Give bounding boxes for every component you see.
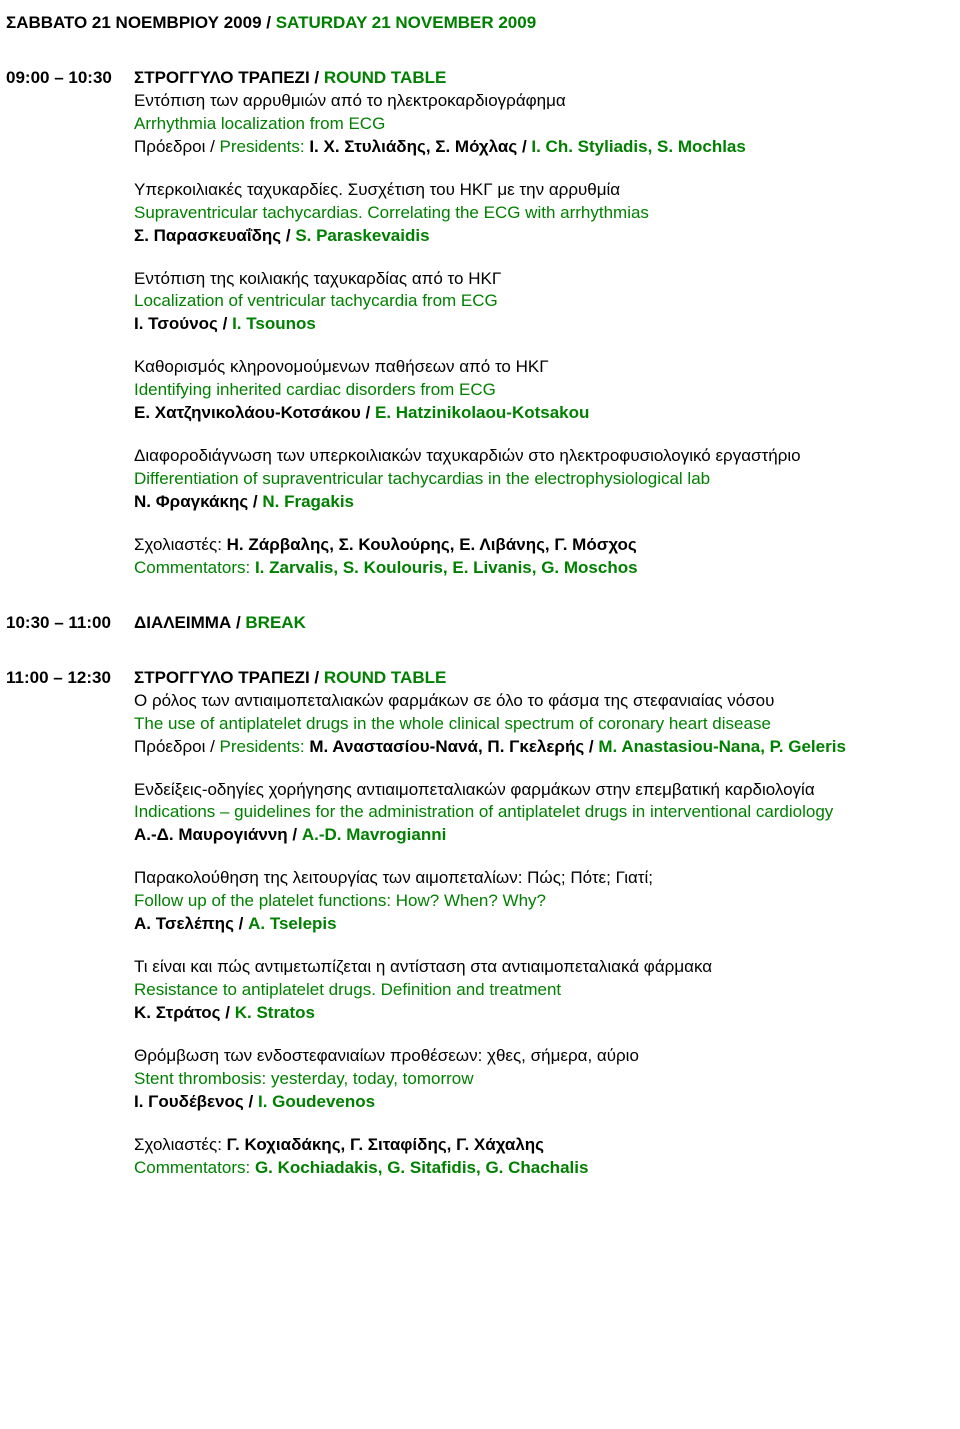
speaker: Α. Τσελέπης / A. Tselepis: [134, 913, 954, 936]
speaker: Κ. Στράτος / K. Stratos: [134, 1002, 954, 1025]
speaker: Ι. Γουδέβενος / I. Goudevenos: [134, 1091, 954, 1114]
talk-block: Υπερκοιλιακές ταχυκαρδίες. Συσχέτιση του…: [134, 179, 954, 248]
commentators: Σχολιαστές: Γ. Κοχιαδάκης, Γ. Σιταφίδης,…: [134, 1134, 954, 1180]
speaker: Ν. Φραγκάκης / N. Fragakis: [134, 491, 954, 514]
session-content: ΣΤΡΟΓΓΥΛΟ ΤΡΑΠΕΖΙ / ROUND TABLE Ο ρόλος …: [134, 667, 954, 1180]
session-time: 11:00 – 12:30: [6, 667, 134, 1180]
speaker: Ι. Τσούνος / I. Tsounos: [134, 313, 954, 336]
session-time: 09:00 – 10:30: [6, 67, 134, 580]
session-chairs: Πρόεδροι / Presidents: Ι. Χ. Στυλιάδης, …: [134, 136, 954, 159]
talk-block: Παρακολούθηση της λειτουργίας των αιμοπε…: [134, 867, 954, 936]
talk-block: Ενδείξεις-οδηγίες χορήγησης αντιαιμοπετα…: [134, 779, 954, 848]
session-chairs: Πρόεδροι / Presidents: Μ. Αναστασίου-Ναν…: [134, 736, 954, 759]
talk-block: Διαφοροδιάγνωση των υπερκοιλιακών ταχυκα…: [134, 445, 954, 514]
talk-block: Θρόμβωση των ενδοστεφανιαίων προθέσεων: …: [134, 1045, 954, 1114]
commentators: Σχολιαστές: Η. Ζάρβαλης, Σ. Κουλούρης, Ε…: [134, 534, 954, 580]
date-en: SATURDAY 21 NOVEMBER 2009: [276, 13, 536, 32]
session-topic-el: Εντόπιση των αρρυθμιών από το ηλεκτροκαρ…: [134, 90, 954, 113]
date-el: ΣΑΒΒΑΤΟ 21 ΝΟΕΜΒΡΙΟΥ 2009: [6, 13, 262, 32]
talk-block: Καθορισμός κληρονομούμενων παθήσεων από …: [134, 356, 954, 425]
date-heading: ΣΑΒΒΑΤΟ 21 ΝΟΕΜΒΡΙΟΥ 2009 / SATURDAY 21 …: [6, 12, 954, 35]
session-title: ΣΤΡΟΓΓΥΛΟ ΤΡΑΠΕΖΙ / ROUND TABLE: [134, 67, 954, 90]
session-topic-en: Arrhythmia localization from ECG: [134, 113, 954, 136]
session-row: 10:30 – 11:00 ΔΙΑΛΕΙΜΜΑ / BREAK: [6, 612, 954, 635]
session-content: ΣΤΡΟΓΓΥΛΟ ΤΡΑΠΕΖΙ / ROUND TABLE Εντόπιση…: [134, 67, 954, 580]
talk-block: Εντόπιση της κοιλιακής ταχυκαρδίας από τ…: [134, 268, 954, 337]
session-content: ΔΙΑΛΕΙΜΜΑ / BREAK: [134, 612, 954, 635]
speaker: Α.-Δ. Μαυρογιάννη / A.-D. Mavrogianni: [134, 824, 954, 847]
speaker: Σ. Παρασκευαΐδης / S. Paraskevaidis: [134, 225, 954, 248]
session-topic-el: Ο ρόλος των αντιαιμοπεταλιακών φαρμάκων …: [134, 690, 954, 713]
session-time: 10:30 – 11:00: [6, 612, 134, 635]
session-topic-en: The use of antiplatelet drugs in the who…: [134, 713, 954, 736]
session-row: 09:00 – 10:30 ΣΤΡΟΓΓΥΛΟ ΤΡΑΠΕΖΙ / ROUND …: [6, 67, 954, 580]
session-title: ΣΤΡΟΓΓΥΛΟ ΤΡΑΠΕΖΙ / ROUND TABLE: [134, 667, 954, 690]
session-row: 11:00 – 12:30 ΣΤΡΟΓΓΥΛΟ ΤΡΑΠΕΖΙ / ROUND …: [6, 667, 954, 1180]
speaker: Ε. Χατζηνικολάου-Κοτσάκου / E. Hatziniko…: [134, 402, 954, 425]
talk-block: Τι είναι και πώς αντιμετωπίζεται η αντίσ…: [134, 956, 954, 1025]
